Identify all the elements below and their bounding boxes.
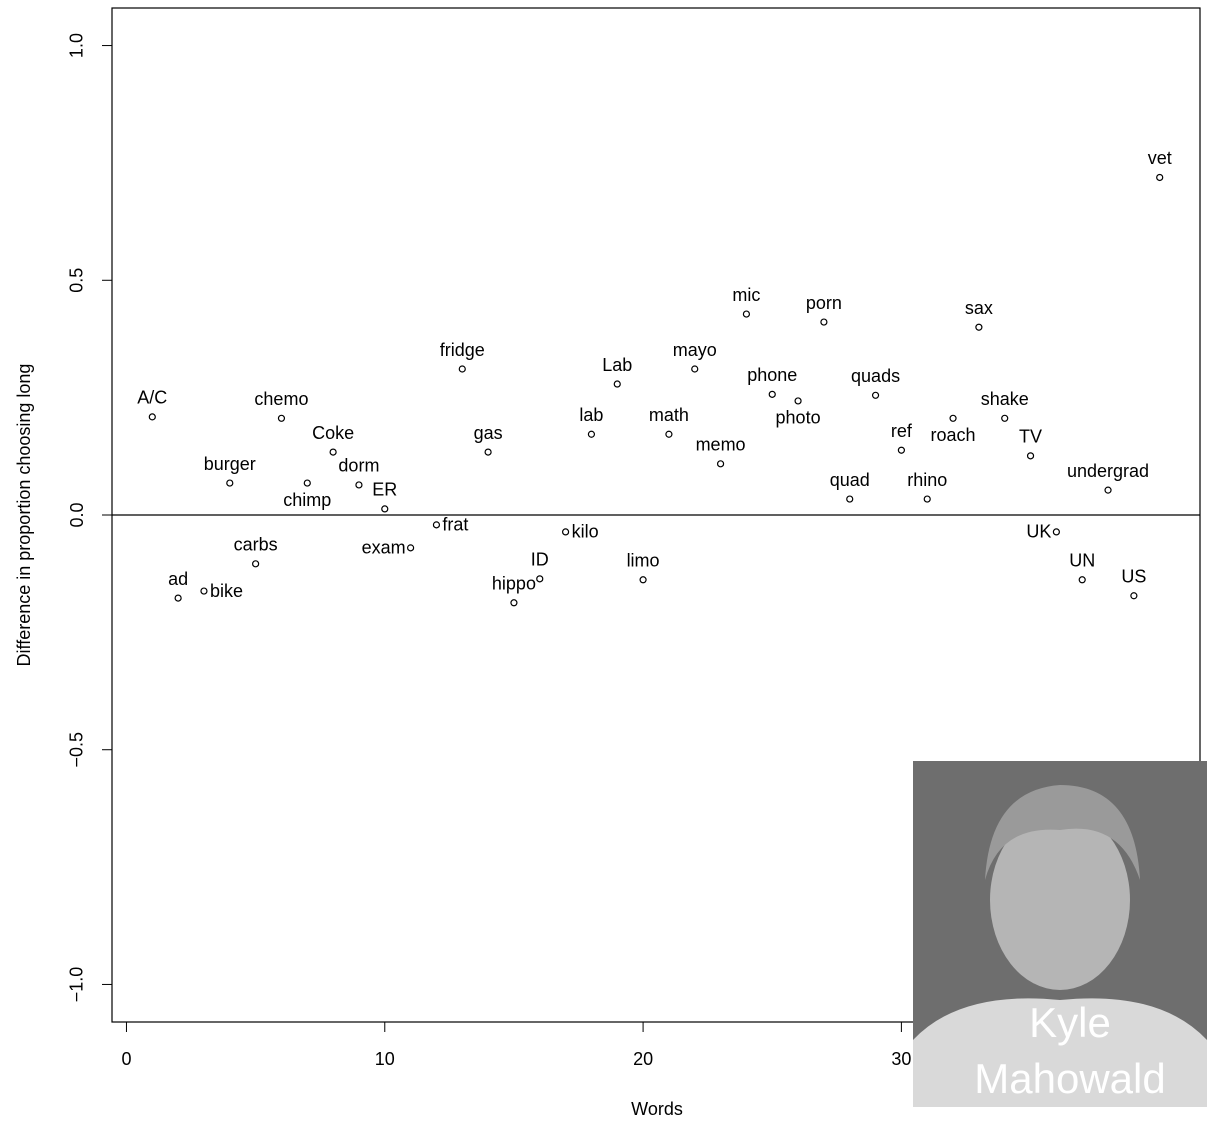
point bbox=[511, 600, 517, 606]
y-tick-label: 0.0 bbox=[67, 502, 87, 527]
point bbox=[304, 480, 310, 486]
x-tick-label: 20 bbox=[633, 1049, 653, 1069]
point-label: quads bbox=[851, 366, 900, 386]
point-label: A/C bbox=[137, 388, 167, 408]
point-label: Lab bbox=[602, 355, 632, 375]
point-label: photo bbox=[776, 408, 821, 428]
point bbox=[743, 311, 749, 317]
point bbox=[795, 398, 801, 404]
y-tick-label: −0.5 bbox=[67, 732, 87, 768]
x-tick-label: 30 bbox=[891, 1049, 911, 1069]
point-label: shake bbox=[981, 389, 1029, 409]
y-axis-label: Difference in proportion choosing long bbox=[14, 364, 34, 667]
point-label: ad bbox=[168, 569, 188, 589]
point-label: mic bbox=[732, 285, 760, 305]
point-label: chemo bbox=[254, 389, 308, 409]
point bbox=[433, 522, 439, 528]
point-label: porn bbox=[806, 293, 842, 313]
point-label: vet bbox=[1148, 148, 1172, 168]
point-label: carbs bbox=[234, 535, 278, 555]
point-label: fridge bbox=[440, 340, 485, 360]
point-label: memo bbox=[696, 435, 746, 455]
y-tick-label: −1.0 bbox=[67, 967, 87, 1003]
photo: Kyle Mahowald bbox=[913, 761, 1207, 1107]
point bbox=[1131, 593, 1137, 599]
point-label: phone bbox=[747, 365, 797, 385]
point bbox=[330, 449, 336, 455]
point-label: TV bbox=[1019, 427, 1042, 447]
point bbox=[201, 588, 207, 594]
point bbox=[769, 391, 775, 397]
point-label: quad bbox=[830, 470, 870, 490]
point bbox=[588, 431, 594, 437]
point bbox=[1053, 529, 1059, 535]
point-label: exam bbox=[362, 538, 406, 558]
point bbox=[563, 529, 569, 535]
point-label: frat bbox=[442, 515, 468, 535]
y-tick-label: 1.0 bbox=[67, 33, 87, 58]
point-label: lab bbox=[579, 405, 603, 425]
point bbox=[356, 482, 362, 488]
point bbox=[1079, 577, 1085, 583]
point bbox=[614, 381, 620, 387]
point-label: kilo bbox=[572, 522, 599, 542]
point-label: limo bbox=[627, 551, 660, 571]
point bbox=[537, 576, 543, 582]
point-label: undergrad bbox=[1067, 461, 1149, 481]
photo-caption: Kyle bbox=[1029, 999, 1111, 1046]
point-label: UN bbox=[1069, 551, 1095, 571]
point bbox=[1105, 487, 1111, 493]
y-tick-label: 0.5 bbox=[67, 268, 87, 293]
point bbox=[1157, 174, 1163, 180]
x-axis-label: Words bbox=[631, 1099, 683, 1119]
point bbox=[408, 545, 414, 551]
point bbox=[873, 392, 879, 398]
point-label: math bbox=[649, 405, 689, 425]
point-label: ID bbox=[531, 550, 549, 570]
point bbox=[1002, 415, 1008, 421]
photo-caption: Mahowald bbox=[974, 1055, 1165, 1102]
point bbox=[718, 461, 724, 467]
point bbox=[898, 447, 904, 453]
point-label: gas bbox=[474, 423, 503, 443]
point-label: UK bbox=[1026, 522, 1051, 542]
point-label: chimp bbox=[283, 490, 331, 510]
point-label: bike bbox=[210, 581, 243, 601]
point bbox=[666, 431, 672, 437]
point bbox=[950, 415, 956, 421]
point-label: rhino bbox=[907, 470, 947, 490]
x-tick-label: 10 bbox=[375, 1049, 395, 1069]
point bbox=[1028, 453, 1034, 459]
point-label: roach bbox=[931, 425, 976, 445]
x-tick-label: 0 bbox=[121, 1049, 131, 1069]
point bbox=[382, 506, 388, 512]
point-label: US bbox=[1121, 566, 1146, 586]
point bbox=[149, 414, 155, 420]
chart: Words Difference in proportion choosing … bbox=[0, 0, 1207, 1121]
point-label: hippo bbox=[492, 574, 536, 594]
point-label: Coke bbox=[312, 423, 354, 443]
point bbox=[821, 319, 827, 325]
point bbox=[485, 449, 491, 455]
point-label: burger bbox=[204, 454, 256, 474]
point bbox=[692, 366, 698, 372]
point-label: sax bbox=[965, 298, 993, 318]
point-label: dorm bbox=[338, 456, 379, 476]
point bbox=[640, 577, 646, 583]
point-label: ER bbox=[372, 480, 397, 500]
point bbox=[278, 415, 284, 421]
point bbox=[175, 595, 181, 601]
page: {"chart_data": {"type": "scatter", "xlab… bbox=[0, 0, 1207, 1126]
point bbox=[227, 480, 233, 486]
point-label: ref bbox=[891, 421, 913, 441]
point bbox=[847, 496, 853, 502]
point-label: mayo bbox=[673, 340, 717, 360]
point bbox=[459, 366, 465, 372]
point bbox=[976, 324, 982, 330]
point bbox=[924, 496, 930, 502]
point bbox=[253, 561, 259, 567]
